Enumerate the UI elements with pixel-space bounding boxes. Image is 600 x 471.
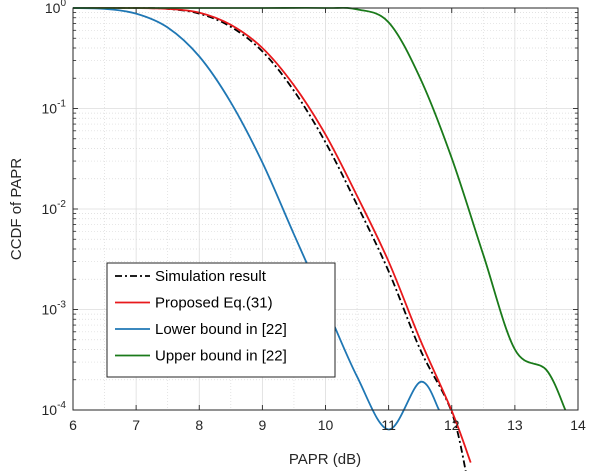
legend-label: Lower bound in [22] (155, 321, 287, 338)
y-tick-labels: 10-4 10-3 10-2 10-1 100 (42, 0, 67, 418)
y-tick-label: 10-4 (42, 400, 67, 418)
x-tick-label: 12 (444, 417, 460, 433)
x-tick-label: 9 (258, 417, 266, 433)
legend: Simulation result Proposed Eq.(31) Lower b… (106, 262, 336, 378)
legend-label: Proposed Eq.(31) (155, 295, 273, 312)
y-tick-label: 100 (45, 0, 67, 16)
x-axis-label: PAPR (dB) (289, 451, 361, 468)
y-tick-label: 10-3 (42, 300, 67, 318)
x-tick-label: 7 (132, 417, 140, 433)
x-tick-label: 8 (195, 417, 203, 433)
x-tick-label: 10 (318, 417, 334, 433)
series-line-3 (72, 7, 440, 431)
x-tick-label: 13 (507, 417, 523, 433)
x-tick-labels: 6 7 8 9 10 11 12 13 14 (69, 417, 586, 433)
legend-label: Upper bound in [22] (155, 348, 287, 365)
y-axis-label: CCDF of PAPR (8, 158, 25, 260)
y-tick-label: 10-2 (42, 199, 67, 217)
legend-box (106, 262, 336, 378)
x-tick-label: 14 (570, 417, 586, 433)
y-tick-label: 10-1 (42, 99, 67, 117)
axis-ticks (72, 7, 579, 411)
legend-label: Simulation result (155, 268, 267, 285)
x-tick-label: 11 (381, 417, 396, 433)
x-tick-label: 6 (69, 417, 77, 433)
